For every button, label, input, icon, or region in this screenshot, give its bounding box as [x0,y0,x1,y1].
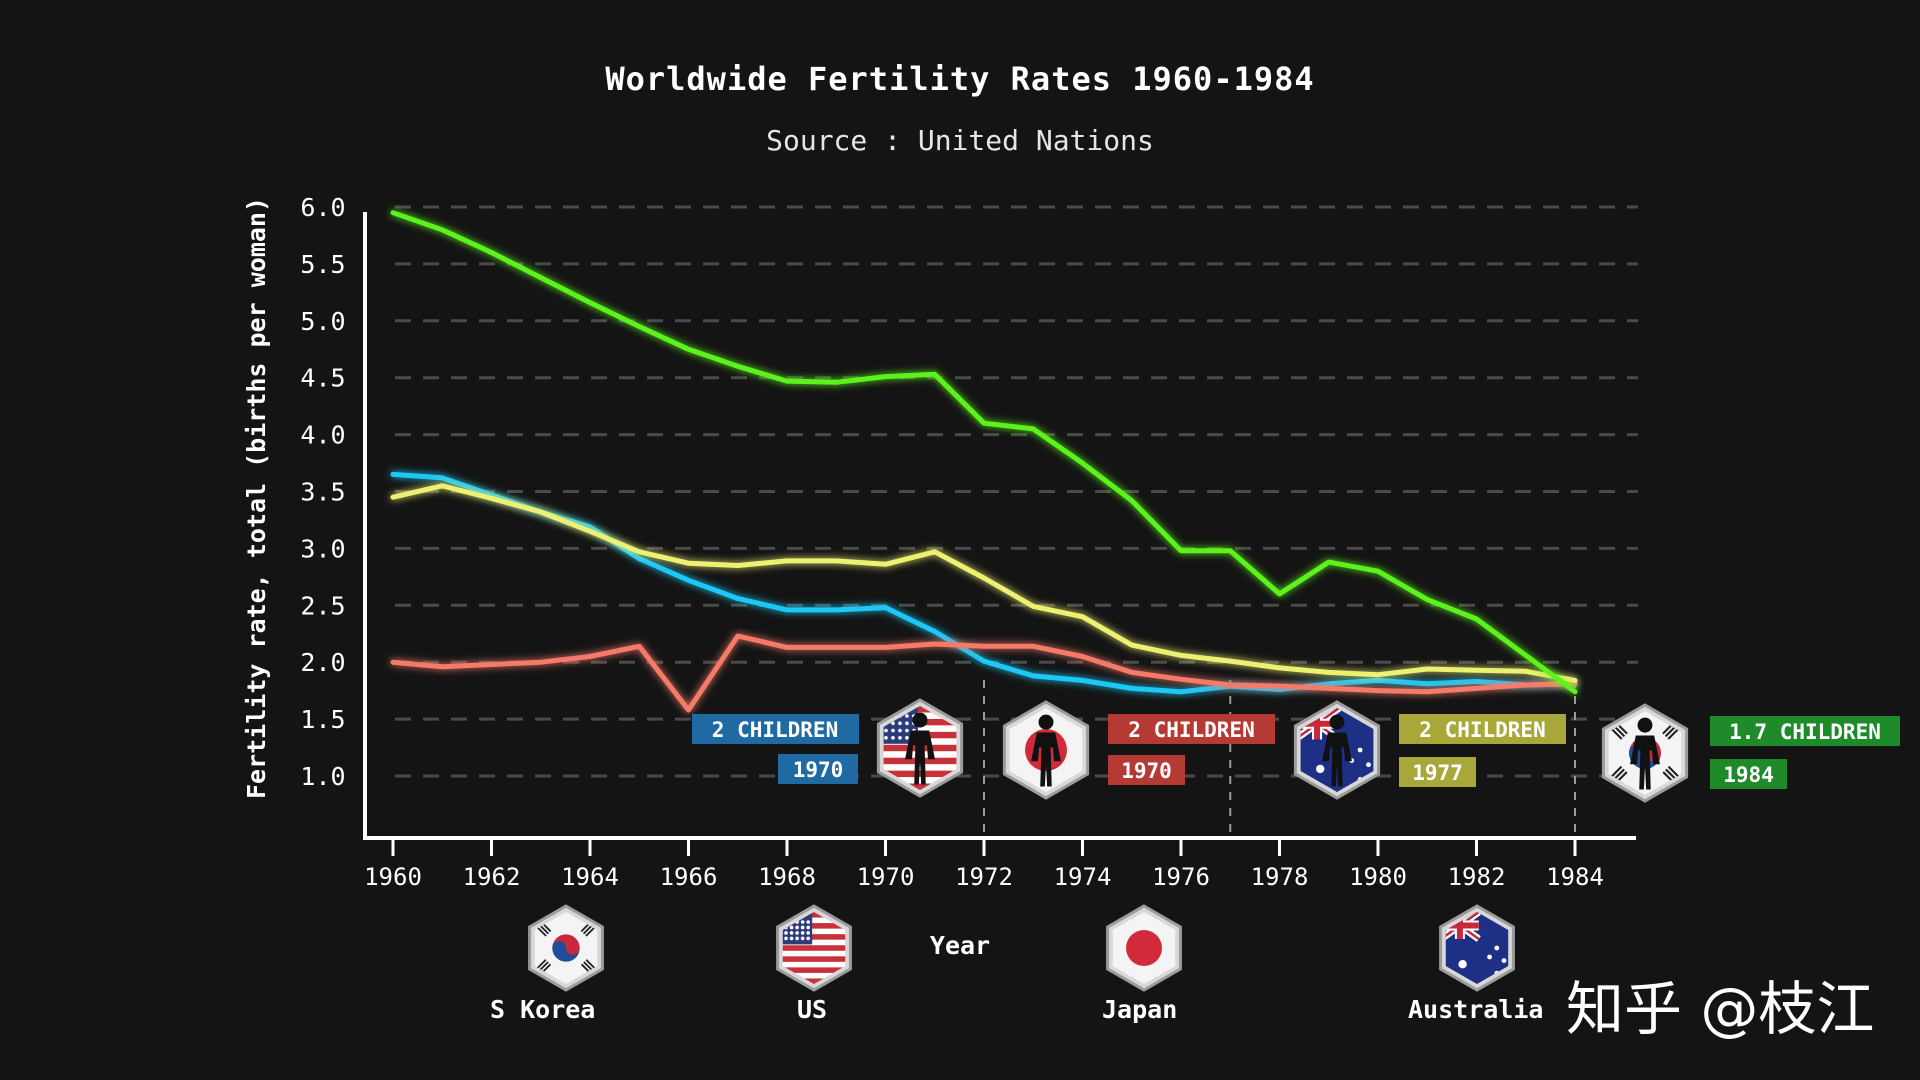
y-tick-label: 2.5 [300,591,345,620]
x-tick-label: 1982 [1448,863,1506,891]
x-tick-label: 1974 [1054,863,1112,891]
year-label: 1970 [1121,759,1172,783]
watermark: 知乎 @枝江 [1566,975,1875,1043]
legend-label: Australia [1408,995,1543,1024]
children-badge [692,714,859,744]
y-tick-label: 5.5 [300,250,345,279]
y-tick-label: 2.0 [300,648,345,677]
series-line-japan [390,633,1578,713]
children-badge [1108,714,1275,744]
children-badge [1399,714,1566,744]
children-label: 2 CHILDREN [712,718,838,742]
children-label: 2 CHILDREN [1128,718,1254,742]
y-tick-label: 3.5 [300,478,345,507]
grid-lines [395,205,1638,778]
children-badge [1710,716,1900,746]
woman-icon [1031,714,1061,787]
x-axis-label: Year [930,931,990,960]
year-badge [778,754,858,784]
x-tick-label: 1976 [1152,863,1210,891]
y-tick-label: 1.5 [300,705,345,734]
annotations: 2 CHILDREN 1970 2 CHILDREN 1970 2 CHILDREN 19… [692,698,1900,803]
korea-flag-icon [534,912,598,984]
legend-label: US [797,995,827,1024]
annotation-s-korea: 1.7 CHILDREN 1984 [1601,703,1900,803]
x-tick-label: 1970 [857,863,915,891]
legend-item-australia: Australia [1335,904,1543,1024]
x-tick-label: 1968 [758,863,816,891]
series-lines [390,210,1578,713]
tick-labels: 1960 1962 1964 1966 1968 1970 1972 1974 1976 1978… [242,193,1604,960]
y-tick-label: 3.0 [300,534,345,563]
y-axis-label: Fertility rate, total (births per woman) [242,197,271,799]
y-tick-label: 4.5 [300,364,345,393]
y-tick-label: 1.0 [300,762,345,791]
annotation-japan: 2 CHILDREN 1970 [1002,700,1275,800]
x-tick-label: 1966 [660,863,718,891]
x-tick-label: 1980 [1349,863,1407,891]
y-tick-label: 5.0 [300,307,345,336]
series-line-s-korea [390,210,1578,695]
annotation-us: 2 CHILDREN 1970 [692,698,964,798]
chart-subtitle: Source : United Nations [766,124,1154,157]
japan-flag-icon [1112,912,1176,984]
year-badge [1399,757,1476,787]
children-label: 2 CHILDREN [1419,718,1545,742]
legend-label: Japan [1102,995,1177,1024]
x-tick-label: 1960 [364,863,422,891]
legend-label: S Korea [490,995,595,1024]
year-label: 1977 [1412,761,1463,785]
legend-item-s-korea: S Korea [418,904,604,1024]
x-tick-label: 1984 [1546,863,1604,891]
series-line-us [390,471,1578,695]
year-badge [1710,759,1787,789]
woman-icon [1630,717,1660,790]
year-label: 1984 [1723,763,1774,787]
series-line-australia [390,483,1578,683]
legend-item-japan: Japan [1030,904,1182,1024]
x-tick-label: 1964 [561,863,619,891]
x-tick-label: 1962 [463,863,521,891]
woman-icon [1322,714,1352,787]
y-tick-label: 6.0 [300,193,345,222]
legend: S Korea US Japan Australia [418,904,1543,1024]
annotation-australia: 2 CHILDREN 1977 [1293,700,1566,800]
chart-title: Worldwide Fertility Rates 1960-1984 [605,60,1315,98]
axes [363,212,1636,840]
x-tick-label: 1972 [955,863,1013,891]
year-label: 1970 [793,758,844,782]
legend-item-us: US [724,904,852,1024]
woman-icon [905,712,935,785]
children-label: 1.7 CHILDREN [1729,720,1881,744]
year-badge [1108,755,1185,785]
y-tick-label: 4.0 [300,421,345,450]
x-tick-label: 1978 [1251,863,1309,891]
